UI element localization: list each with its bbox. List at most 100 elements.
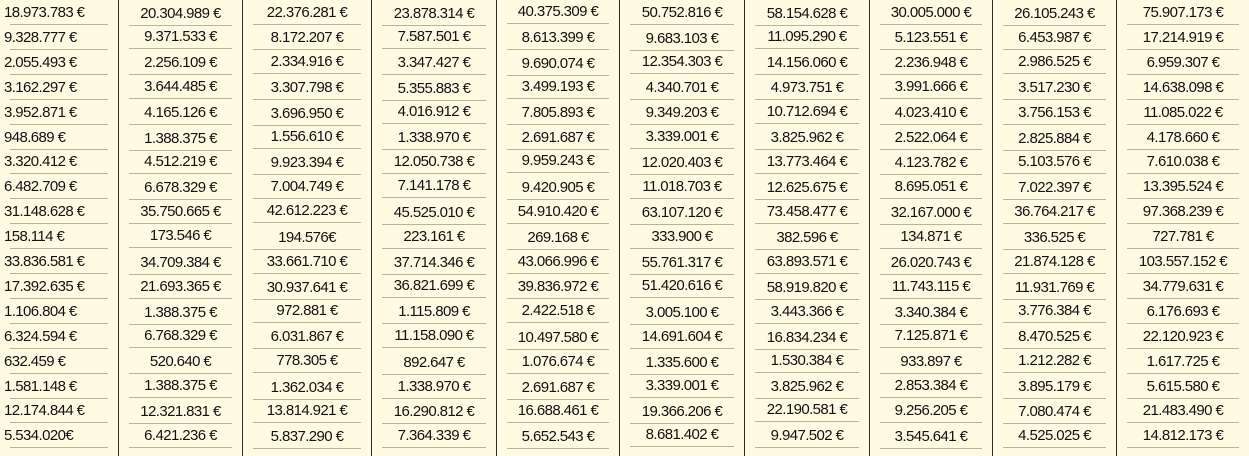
table-cell[interactable]: 22.376.281 € <box>266 3 348 21</box>
table-cell[interactable]: 63.893.571 € <box>766 252 848 270</box>
table-cell[interactable]: 34.709.384 € <box>140 253 221 271</box>
table-cell[interactable]: 3.005.100 € <box>645 303 719 321</box>
table-cell[interactable]: 3.696.950 € <box>270 104 344 122</box>
table-cell[interactable]: 5.103.576 € <box>1018 152 1091 170</box>
table-cell[interactable]: 2.236.948 € <box>894 53 968 71</box>
table-cell[interactable]: 12.625.675 € <box>766 179 848 197</box>
table-cell[interactable]: 12.020.403 € <box>641 153 723 171</box>
table-cell[interactable]: 9.371.533 € <box>144 28 217 46</box>
table-cell[interactable]: 158.114 € <box>4 228 65 246</box>
table-cell[interactable]: 9.420.905 € <box>521 178 595 196</box>
table-cell[interactable]: 9.328.777 € <box>4 28 77 46</box>
table-cell[interactable]: 6.421.236 € <box>144 427 217 445</box>
table-cell[interactable]: 972.881 € <box>276 302 338 320</box>
table-cell[interactable]: 6.768.329 € <box>144 327 217 345</box>
table-cell[interactable]: 12.321.831 € <box>140 403 221 421</box>
table-cell[interactable]: 5.355.883 € <box>397 79 471 97</box>
table-cell[interactable]: 12.174.844 € <box>4 402 85 420</box>
table-cell[interactable]: 14.638.098 € <box>1142 78 1224 96</box>
table-cell[interactable]: 11.018.703 € <box>642 178 722 196</box>
table-cell[interactable]: 13.814.921 € <box>266 402 348 420</box>
table-cell[interactable]: 520.640 € <box>149 353 212 371</box>
table-cell[interactable]: 103.557.152 € <box>1138 253 1228 270</box>
table-cell[interactable]: 4.512.219 € <box>144 152 217 170</box>
table-cell[interactable]: 3.825.962 € <box>770 378 844 395</box>
table-cell[interactable]: 1.212.282 € <box>1018 351 1091 369</box>
table-cell[interactable]: 7.022.397 € <box>1018 178 1091 196</box>
table-cell[interactable]: 21.693.365 € <box>140 277 221 295</box>
table-cell[interactable]: 33.661.710 € <box>266 253 348 270</box>
table-cell[interactable]: 21.874.128 € <box>1014 253 1095 270</box>
table-cell[interactable]: 32.167.000 € <box>890 203 972 221</box>
table-cell[interactable]: 3.991.666 € <box>894 77 968 95</box>
table-cell[interactable]: 14.691.604 € <box>641 327 723 345</box>
table-cell[interactable]: 8.172.207 € <box>270 29 344 47</box>
table-cell[interactable]: 22.120.923 € <box>1142 327 1224 345</box>
table-cell[interactable]: 6.176.693 € <box>1146 302 1220 320</box>
table-cell[interactable]: 4.973.751 € <box>770 78 844 96</box>
table-cell[interactable]: 1.115.809 € <box>398 303 470 321</box>
table-cell[interactable]: 1.338.970 € <box>397 129 471 146</box>
table-cell[interactable]: 14.812.173 € <box>1142 427 1224 445</box>
table-cell[interactable]: 8.695.051 € <box>894 177 968 195</box>
table-cell[interactable]: 173.546 € <box>149 227 212 245</box>
table-cell[interactable]: 10.497.580 € <box>517 328 599 346</box>
table-cell[interactable]: 4.023.410 € <box>894 104 968 122</box>
table-cell[interactable]: 8.470.525 € <box>1018 328 1091 346</box>
table-cell[interactable]: 75.907.173 € <box>1142 4 1224 21</box>
table-cell[interactable]: 5.123.551 € <box>894 29 968 47</box>
table-cell[interactable]: 269.168 € <box>527 229 589 247</box>
table-cell[interactable]: 4.165.126 € <box>144 103 217 121</box>
table-cell[interactable]: 1.530.384 € <box>770 352 844 370</box>
table-cell[interactable]: 5.837.290 € <box>270 428 344 446</box>
table-cell[interactable]: 948.689 € <box>4 128 66 146</box>
table-cell[interactable]: 336.525 € <box>1023 229 1086 247</box>
table-cell[interactable]: 8.681.402 € <box>645 426 719 444</box>
table-cell[interactable]: 892.647 € <box>403 353 465 371</box>
table-cell[interactable]: 5.615.580 € <box>1146 377 1220 395</box>
table-cell[interactable]: 2.853.384 € <box>894 376 968 394</box>
table-cell[interactable]: 2.986.525 € <box>1018 52 1091 70</box>
table-cell[interactable]: 7.141.178 € <box>397 177 471 195</box>
table-cell[interactable]: 8.613.399 € <box>521 28 595 46</box>
table-cell[interactable]: 7.125.871 € <box>894 327 968 345</box>
table-cell[interactable]: 63.107.120 € <box>641 204 723 222</box>
table-cell[interactable]: 3.545.641 € <box>894 428 968 446</box>
table-cell[interactable]: 42.612.223 € <box>266 202 348 220</box>
table-cell[interactable]: 33.836.581 € <box>4 253 85 270</box>
table-cell[interactable]: 58.919.820 € <box>766 278 848 296</box>
table-cell[interactable]: 7.587.501 € <box>397 27 471 45</box>
table-cell[interactable]: 51.420.616 € <box>641 277 723 295</box>
table-cell[interactable]: 6.678.329 € <box>144 178 217 196</box>
table-cell[interactable]: 1.388.375 € <box>144 303 217 321</box>
table-cell[interactable]: 13.395.524 € <box>1142 178 1224 196</box>
table-cell[interactable]: 1.388.375 € <box>144 377 217 394</box>
table-cell[interactable]: 1.335.600 € <box>645 353 719 371</box>
table-cell[interactable]: 223.161 € <box>403 228 465 246</box>
table-cell[interactable]: 727.781 € <box>1152 228 1214 246</box>
table-cell[interactable]: 34.779.631 € <box>1142 277 1224 295</box>
table-cell[interactable]: 2.422.518 € <box>521 302 595 320</box>
table-cell[interactable]: 333.900 € <box>651 227 713 245</box>
table-cell[interactable]: 3.499.193 € <box>521 78 595 96</box>
table-cell[interactable]: 134.871 € <box>900 227 962 245</box>
table-cell[interactable]: 43.066.996 € <box>517 252 599 270</box>
table-cell[interactable]: 9.923.394 € <box>270 153 344 171</box>
table-cell[interactable]: 2.334.916 € <box>270 52 344 70</box>
table-cell[interactable]: 4.178.660 € <box>1146 128 1220 146</box>
table-cell[interactable]: 6.482.709 € <box>4 178 77 196</box>
table-cell[interactable]: 9.349.203 € <box>645 103 719 121</box>
table-cell[interactable]: 22.190.581 € <box>766 401 848 419</box>
table-cell[interactable]: 1.556.610 € <box>270 128 344 145</box>
table-cell[interactable]: 6.031.867 € <box>270 328 344 346</box>
table-cell[interactable]: 1.076.674 € <box>521 352 595 370</box>
table-cell[interactable]: 5.652.543 € <box>521 427 595 445</box>
table-cell[interactable]: 4.123.782 € <box>894 154 968 172</box>
table-cell[interactable]: 2.522.064 € <box>894 128 968 146</box>
table-cell[interactable]: 17.392.635 € <box>4 277 85 295</box>
table-cell[interactable]: 2.825.884 € <box>1018 129 1091 147</box>
table-cell[interactable]: 7.080.474 € <box>1018 403 1091 421</box>
table-cell[interactable]: 3.339.001 € <box>645 127 719 145</box>
table-cell[interactable]: 1.581.148 € <box>4 377 77 395</box>
table-cell[interactable]: 9.683.103 € <box>645 29 719 47</box>
